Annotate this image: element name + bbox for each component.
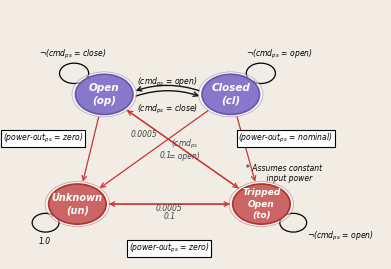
Circle shape <box>202 74 260 114</box>
Text: (cmd$_{ps}$ = open): (cmd$_{ps}$ = open) <box>137 76 198 89</box>
Text: 0.0005: 0.0005 <box>43 135 70 144</box>
Circle shape <box>229 182 294 226</box>
Text: (power-out$_{ps}$ = nominal): (power-out$_{ps}$ = nominal) <box>239 132 333 145</box>
Text: ¬(cmd$_{ps}$ = open): ¬(cmd$_{ps}$ = open) <box>307 230 374 243</box>
Text: Open
(op): Open (op) <box>89 83 120 105</box>
Text: ¬(cmd$_{ps}$ = open): ¬(cmd$_{ps}$ = open) <box>246 48 313 61</box>
Text: ¬(cmd$_{ps}$ = close): ¬(cmd$_{ps}$ = close) <box>39 48 106 61</box>
Text: (power-out$_{ps}$ = zero): (power-out$_{ps}$ = zero) <box>129 242 210 255</box>
Text: 0.0005: 0.0005 <box>131 130 158 139</box>
Text: 0.1: 0.1 <box>163 212 176 221</box>
Circle shape <box>45 182 109 226</box>
Text: Tripped
Open
(to): Tripped Open (to) <box>242 189 281 220</box>
Text: 1.0: 1.0 <box>39 237 51 246</box>
Text: 0.0005: 0.0005 <box>156 204 183 213</box>
Text: (cmd$_{ps}$ = close): (cmd$_{ps}$ = close) <box>137 102 198 116</box>
Circle shape <box>75 74 133 114</box>
Text: (power-out$_{ps}$ = zero): (power-out$_{ps}$ = zero) <box>3 132 83 145</box>
Circle shape <box>48 184 106 224</box>
Text: Closed
(cl): Closed (cl) <box>212 83 250 105</box>
Text: * Assumes constant
    input power: * Assumes constant input power <box>246 164 322 183</box>
Text: Unknown
(un): Unknown (un) <box>52 193 103 215</box>
Circle shape <box>199 72 263 117</box>
Circle shape <box>233 184 290 224</box>
Circle shape <box>72 72 136 117</box>
Text: 0.1: 0.1 <box>160 151 172 160</box>
Text: 0.1: 0.1 <box>257 135 269 144</box>
Text: (cmd$_{ps}$
= open): (cmd$_{ps}$ = open) <box>169 137 200 161</box>
